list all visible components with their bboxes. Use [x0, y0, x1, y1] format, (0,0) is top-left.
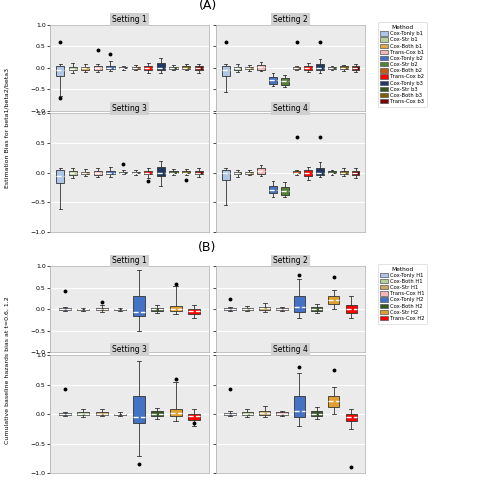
Title: Setting 2: Setting 2 [273, 15, 308, 24]
Bar [170, 409, 181, 416]
Bar [328, 67, 336, 69]
Bar [352, 171, 360, 175]
Bar [259, 307, 270, 310]
Bar [316, 65, 324, 70]
Bar [59, 413, 71, 415]
Bar [316, 168, 324, 175]
Bar [77, 412, 89, 415]
Bar [276, 308, 287, 310]
Bar [194, 172, 203, 175]
Bar [119, 172, 127, 173]
Bar [294, 396, 305, 417]
Bar [224, 308, 235, 310]
Bar [224, 413, 235, 415]
Bar [246, 67, 253, 69]
Bar [81, 67, 90, 70]
Bar [222, 170, 230, 179]
Bar [258, 65, 265, 70]
Bar [242, 412, 253, 415]
Bar [328, 296, 340, 304]
Bar [77, 309, 89, 310]
Bar [294, 296, 305, 312]
Bar [340, 67, 347, 69]
Legend: Cox-Tonly H1, Cox-Both H1, Cox-Str H1, Trans-Cox H1, Cox-Tonly H2, Cox-Both H2, : Cox-Tonly H1, Cox-Both H1, Cox-Str H1, T… [378, 264, 427, 323]
Bar [106, 172, 114, 175]
Bar [188, 414, 200, 420]
Bar [259, 411, 270, 415]
Bar [234, 172, 241, 175]
Bar [94, 67, 102, 70]
Bar [182, 67, 190, 69]
Bar [68, 172, 77, 175]
Bar [132, 172, 140, 173]
Bar [144, 172, 152, 175]
Bar [132, 67, 140, 69]
Bar [151, 308, 163, 311]
Bar [328, 396, 340, 407]
Bar [340, 171, 347, 174]
Legend: Cox-Tonly b1, Cox-Str b1, Cox-Both b1, Trans-Cox b1, Cox-Tonly b2, Cox-Str b2, C: Cox-Tonly b1, Cox-Str b1, Cox-Both b1, T… [378, 22, 426, 106]
Bar [311, 307, 322, 311]
Bar [106, 67, 114, 69]
Bar [132, 396, 144, 423]
Bar [188, 309, 200, 314]
Bar [304, 66, 312, 70]
Title: Setting 1: Setting 1 [112, 15, 147, 24]
Bar [292, 67, 300, 69]
Bar [281, 78, 288, 85]
Bar [96, 412, 108, 415]
Text: Cumulative baseline hazards bias at t=0.6, 1.2: Cumulative baseline hazards bias at t=0.… [5, 296, 10, 444]
Text: (A): (A) [198, 0, 216, 12]
Bar [182, 172, 190, 173]
Bar [94, 172, 102, 175]
Bar [132, 296, 144, 316]
Bar [59, 309, 71, 310]
Bar [194, 67, 203, 70]
Bar [56, 170, 64, 183]
Bar [157, 64, 165, 70]
Bar [157, 167, 165, 176]
Title: Setting 3: Setting 3 [112, 104, 147, 112]
Bar [114, 309, 126, 310]
Bar [311, 411, 322, 417]
Title: Setting 4: Setting 4 [273, 345, 308, 354]
Bar [269, 185, 277, 193]
Title: Setting 2: Setting 2 [273, 256, 308, 265]
Bar [170, 67, 177, 69]
Bar [346, 305, 357, 313]
Bar [151, 411, 163, 416]
Bar [56, 66, 64, 75]
Bar [234, 67, 241, 70]
Bar [346, 414, 357, 421]
Bar [114, 414, 126, 415]
Bar [292, 172, 300, 173]
Bar [144, 67, 152, 70]
Bar [352, 67, 360, 70]
Bar [281, 187, 288, 195]
Bar [68, 67, 77, 70]
Title: Setting 1: Setting 1 [112, 256, 147, 265]
Bar [246, 172, 253, 174]
Bar [170, 172, 177, 173]
Bar [242, 308, 253, 310]
Title: Setting 4: Setting 4 [273, 104, 308, 112]
Bar [269, 77, 277, 84]
Bar [258, 168, 265, 174]
Bar [222, 66, 230, 76]
Text: Estimation Bias for beta1/beta2/beta3: Estimation Bias for beta1/beta2/beta3 [5, 68, 10, 188]
Bar [81, 172, 90, 175]
Bar [96, 308, 108, 310]
Bar [170, 306, 181, 311]
Bar [276, 412, 287, 415]
Bar [304, 170, 312, 176]
Title: Setting 3: Setting 3 [112, 345, 147, 354]
Text: (B): (B) [198, 241, 216, 254]
Bar [328, 172, 336, 173]
